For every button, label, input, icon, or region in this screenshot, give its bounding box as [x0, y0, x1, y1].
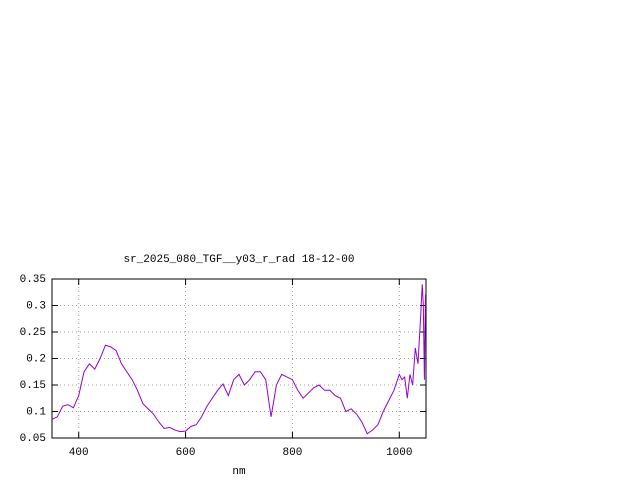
y-tick-label: 0.3: [26, 300, 46, 312]
y-tick-label: 0.35: [20, 274, 46, 286]
y-tick-label: 0.15: [20, 380, 46, 392]
plot-frame: [51, 278, 427, 439]
chart-title: sr_2025_080_TGF__y03_r_rad 18-12-00: [123, 254, 354, 266]
y-tick-label: 0.05: [20, 433, 46, 445]
x-axis-label: nm: [232, 466, 246, 478]
x-tick-label: 1000: [386, 447, 412, 459]
x-tick-label: 600: [176, 447, 196, 459]
x-tick-label: 400: [69, 447, 89, 459]
y-tick-label: 0.1: [26, 406, 46, 418]
x-tick-label: 800: [283, 447, 303, 459]
data-line: [51, 284, 426, 435]
y-tick-label: 0.2: [26, 353, 46, 365]
y-tick-label: 0.25: [20, 327, 46, 339]
